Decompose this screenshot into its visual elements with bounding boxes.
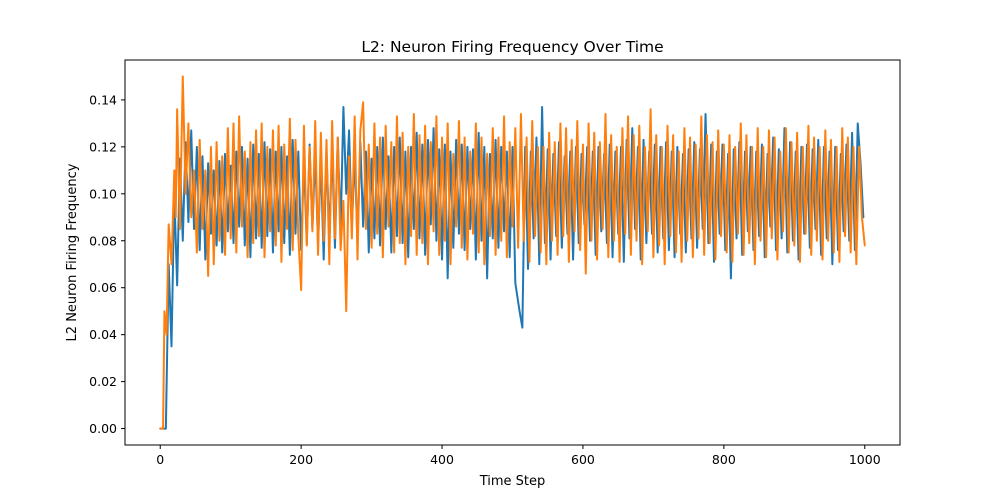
series-layer — [159, 75, 866, 430]
chart-title: L2: Neuron Firing Frequency Over Time — [361, 38, 663, 56]
x-tick-label: 800 — [712, 452, 736, 467]
y-tick-label: 0.02 — [89, 374, 117, 389]
y-axis-label: L2 Neuron Firing Frequency — [65, 163, 80, 341]
x-tick-label: 1000 — [849, 452, 881, 467]
plot-frame — [124, 59, 901, 446]
y-tick-label: 0.12 — [89, 139, 117, 154]
x-tick-label: 200 — [289, 452, 313, 467]
series-line-neuron-2 — [159, 75, 866, 430]
y-tick-label: 0.14 — [89, 92, 117, 107]
y-tick-label: 0.08 — [89, 233, 117, 248]
x-tick-label: 0 — [156, 452, 164, 467]
y-axis: 0.00 0.02 0.04 0.06 0.08 0.10 0.12 0.14 — [89, 92, 125, 436]
x-axis-label: Time Step — [479, 474, 546, 489]
x-axis: 0 200 400 600 800 1000 — [156, 445, 881, 467]
y-tick-label: 0.10 — [89, 186, 117, 201]
x-tick-label: 400 — [430, 452, 454, 467]
y-tick-label: 0.06 — [89, 280, 117, 295]
y-tick-label: 0.04 — [89, 327, 117, 342]
x-tick-label: 600 — [571, 452, 595, 467]
y-tick-label: 0.00 — [89, 421, 117, 436]
